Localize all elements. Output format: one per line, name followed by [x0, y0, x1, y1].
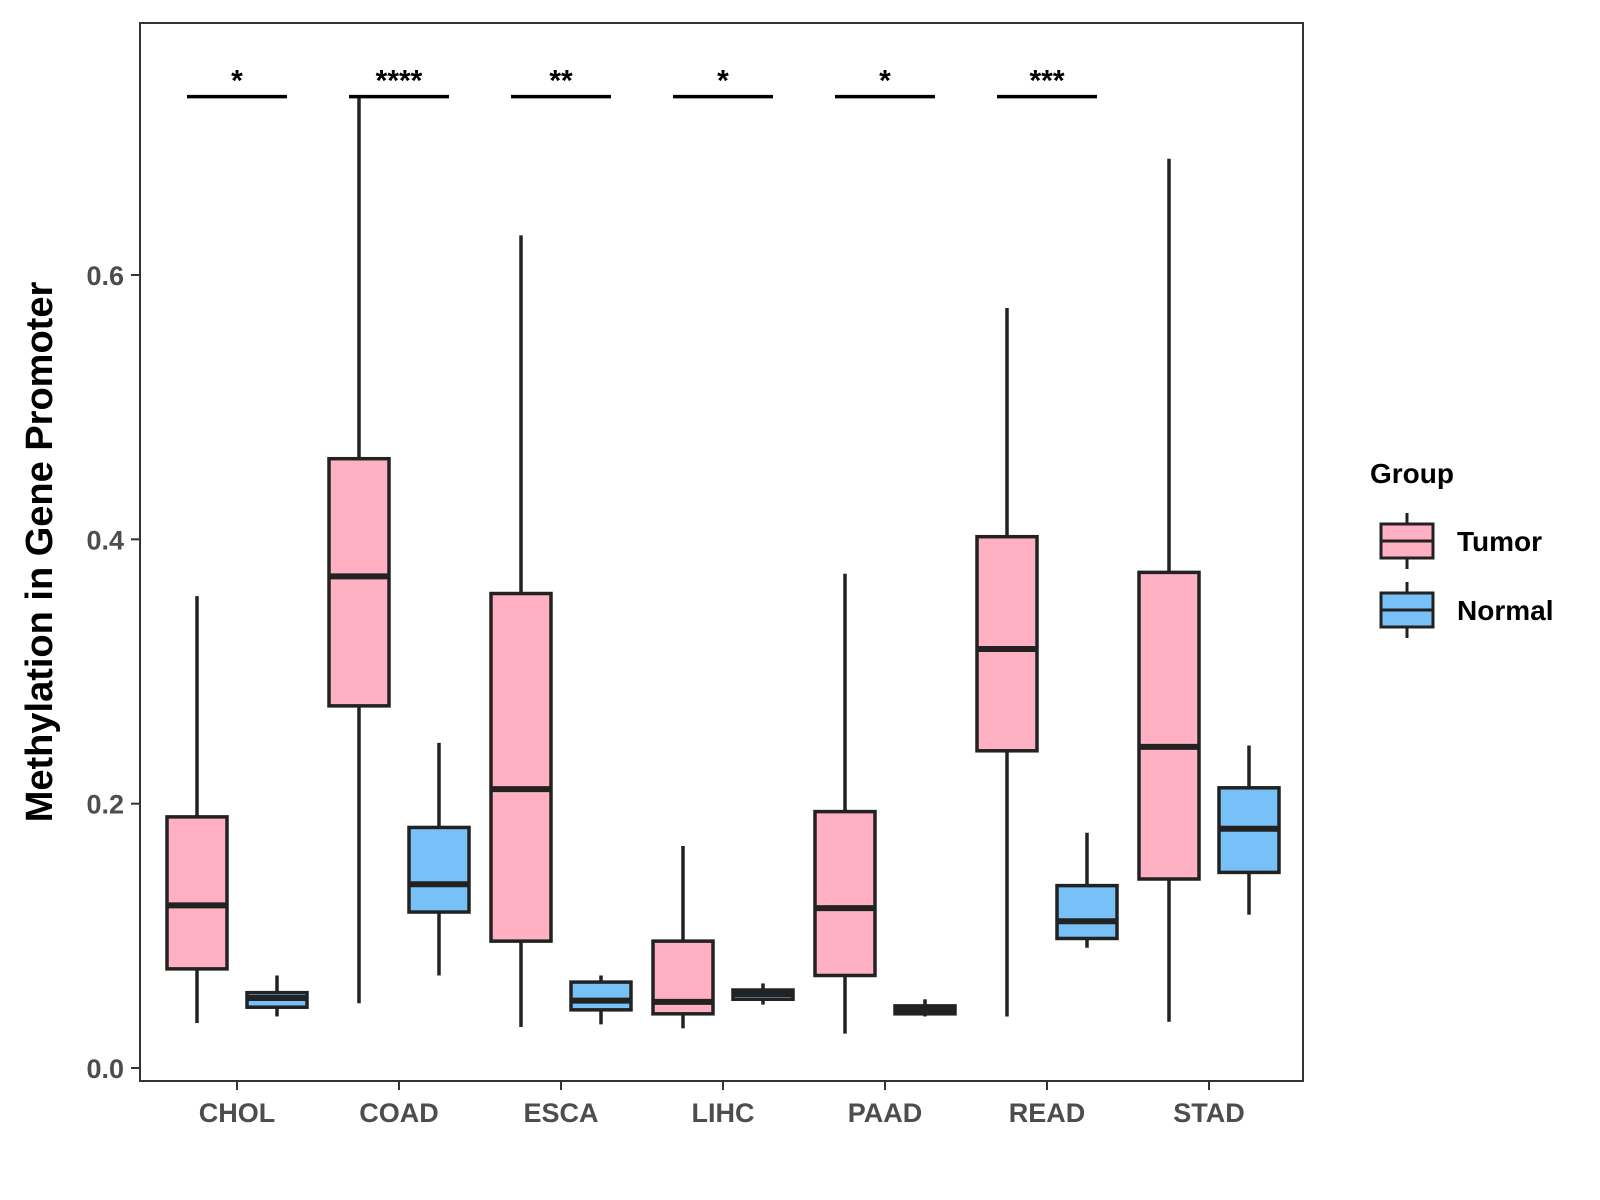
- significance-label: *: [717, 65, 729, 98]
- box-normal-read: [1055, 832, 1119, 948]
- x-tick-label: COAD: [359, 1098, 439, 1128]
- legend-entry-normal: Normal: [1379, 582, 1553, 638]
- box-normal-chol: [245, 975, 309, 1017]
- y-tick-label: 0.6: [86, 261, 124, 291]
- box-normal-stad: [1217, 745, 1281, 915]
- x-axis: CHOL COAD ESCA LIHC PAAD READ STAD: [199, 1081, 1245, 1128]
- x-tick-label: STAD: [1173, 1098, 1245, 1128]
- y-tick-label: 0.2: [86, 790, 124, 820]
- significance-label: *: [879, 65, 891, 98]
- box-body: [165, 815, 229, 971]
- box-body: [813, 809, 877, 978]
- box-tumor-paad: [813, 573, 877, 1034]
- box-tumor-stad: [1137, 158, 1201, 1022]
- x-tick-label: ESCA: [523, 1098, 598, 1128]
- x-tick-label: LIHC: [692, 1098, 755, 1128]
- box-body: [489, 591, 553, 943]
- x-tick-label: PAAD: [848, 1098, 923, 1128]
- box-tumor-coad: [327, 96, 391, 1004]
- box-tumor-esca: [489, 235, 553, 1028]
- legend-label: Normal: [1457, 595, 1553, 626]
- box-body: [1137, 570, 1201, 881]
- y-axis: 0.0 0.2 0.4 0.6: [86, 261, 140, 1084]
- significance-label: ****: [376, 65, 423, 98]
- box-normal-lihc: [731, 983, 795, 1005]
- box-body: [569, 980, 633, 1012]
- legend: Group Tumor Normal: [1370, 458, 1553, 638]
- y-tick-label: 0.4: [86, 525, 124, 555]
- box-body: [1055, 883, 1119, 941]
- x-tick-label: READ: [1009, 1098, 1086, 1128]
- x-tick-label: CHOL: [199, 1098, 276, 1128]
- box-tumor-lihc: [651, 845, 715, 1029]
- y-axis-title: Methylation in Gene Promoter: [19, 282, 61, 823]
- legend-title: Group: [1370, 458, 1454, 489]
- plot-panel-border: [139, 22, 1304, 1082]
- legend-entry-tumor: Tumor: [1379, 513, 1542, 569]
- box-body: [327, 456, 391, 708]
- box-normal-paad: [893, 999, 957, 1017]
- box-body: [407, 825, 471, 914]
- box-normal-esca: [569, 975, 633, 1025]
- box-body: [975, 534, 1039, 753]
- significance-label: *: [231, 65, 243, 98]
- y-tick-label: 0.0: [86, 1054, 124, 1084]
- box-tumor-read: [975, 308, 1039, 1017]
- plot-content: * **** ** * * ***: [165, 65, 1281, 1034]
- legend-label: Tumor: [1457, 526, 1542, 557]
- significance-label: **: [549, 65, 573, 98]
- significance-label: ***: [1029, 65, 1064, 98]
- box-tumor-chol: [165, 596, 229, 1024]
- box-normal-coad: [407, 742, 471, 976]
